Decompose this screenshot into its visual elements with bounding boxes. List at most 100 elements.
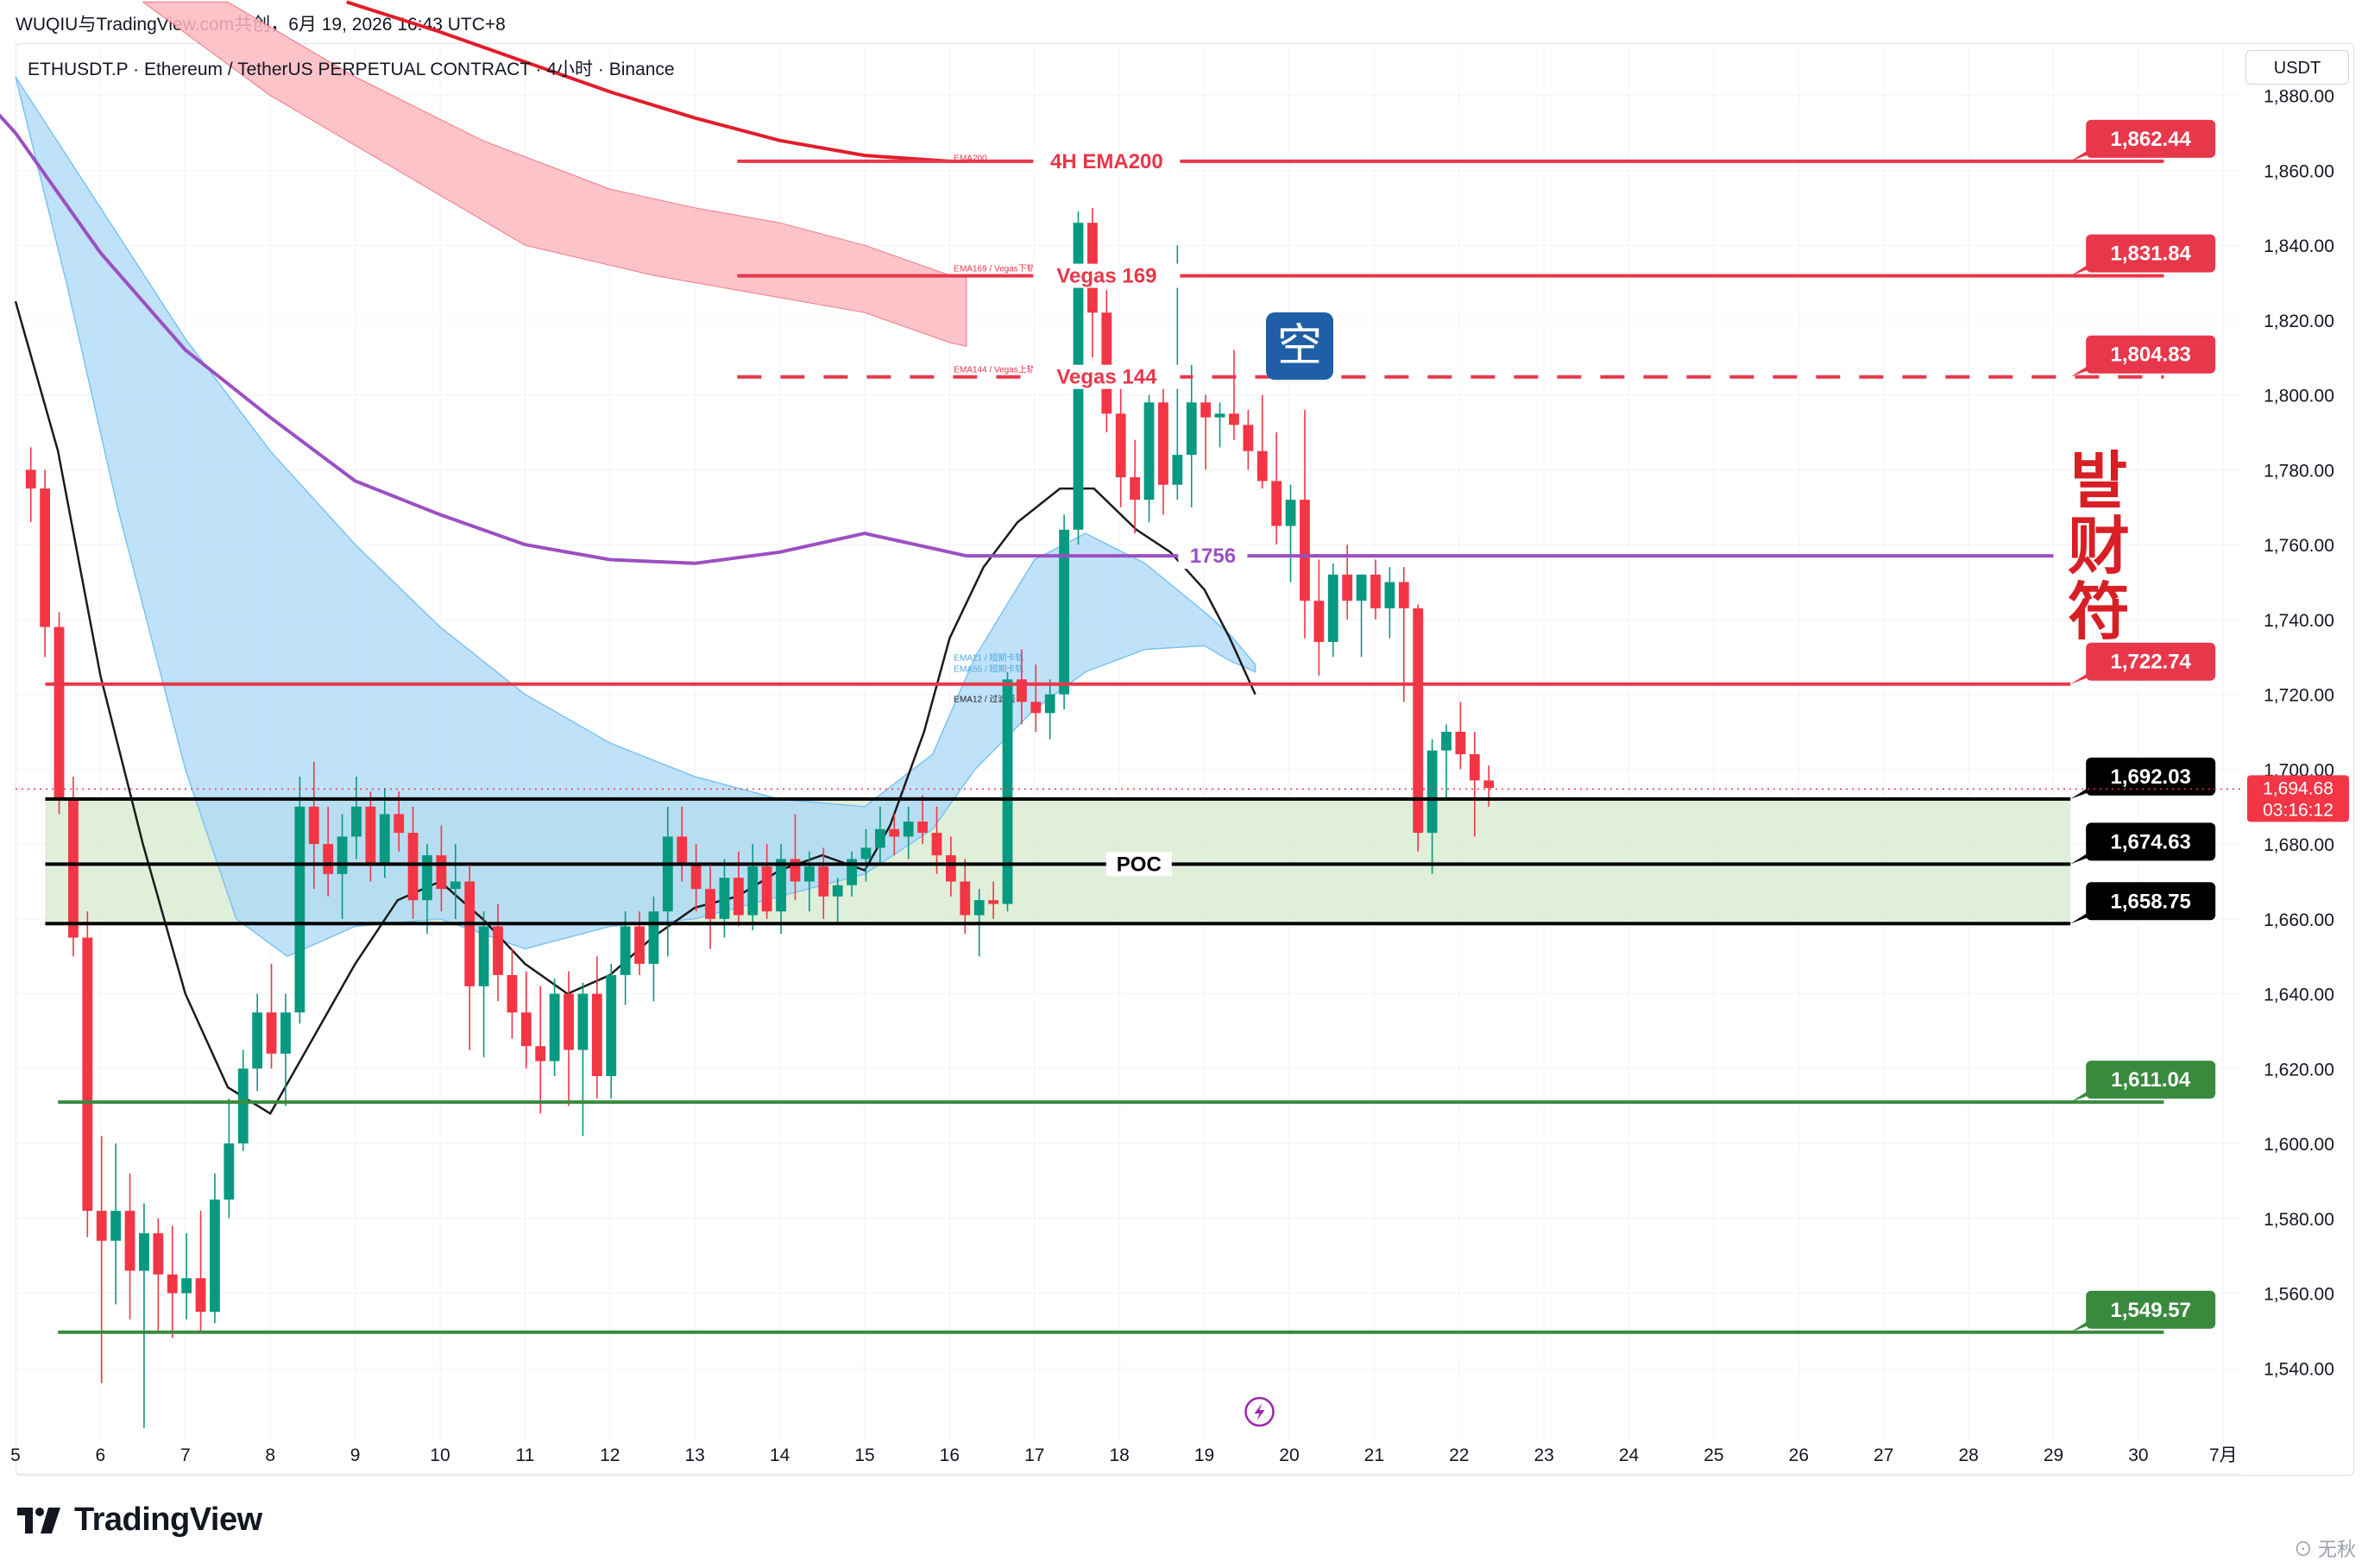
ema-label: EMA144 / Vegas上轨 bbox=[954, 364, 1036, 375]
ema-purple-line bbox=[0, 113, 967, 565]
y-tick-label: 1,540.00 bbox=[2264, 1359, 2334, 1379]
candle-body bbox=[1101, 312, 1112, 414]
candle-body bbox=[266, 1012, 277, 1054]
current-price-tag bbox=[2247, 775, 2349, 822]
candle-body bbox=[25, 469, 36, 489]
candle-body bbox=[308, 806, 319, 845]
candle-body bbox=[54, 627, 65, 800]
x-tick-label: 18 bbox=[1109, 1445, 1129, 1465]
candle-body bbox=[153, 1233, 164, 1275]
ema-label: EMA12 / 过滤线 bbox=[954, 693, 1015, 704]
candle-body bbox=[110, 1211, 122, 1241]
level-name: Vegas 144 bbox=[1056, 366, 1157, 389]
candle-body bbox=[931, 833, 942, 856]
x-tick-label: 13 bbox=[684, 1445, 704, 1465]
candle-body bbox=[96, 1211, 107, 1241]
candle-body bbox=[1469, 754, 1480, 781]
x-tick-label: 6 bbox=[96, 1445, 106, 1465]
x-tick-label: 16 bbox=[940, 1445, 960, 1465]
level-tag-label: 1,658.75 bbox=[2110, 890, 2190, 913]
candle-body bbox=[874, 828, 885, 848]
candle-body bbox=[1455, 731, 1466, 755]
fortune-seal: 발 财 符 bbox=[2035, 430, 2163, 648]
candle-body bbox=[1398, 582, 1409, 608]
candle-body bbox=[1271, 481, 1282, 526]
candle-body bbox=[1130, 477, 1141, 501]
x-tick-label: 12 bbox=[600, 1445, 620, 1465]
candle-body bbox=[450, 881, 461, 890]
currency-selector[interactable]: USDT bbox=[2245, 50, 2349, 85]
candle-body bbox=[535, 1046, 546, 1061]
x-tick-label: 30 bbox=[2128, 1445, 2148, 1465]
candle-body bbox=[1356, 574, 1367, 601]
candle-body bbox=[648, 911, 659, 964]
candle-body bbox=[889, 828, 900, 837]
tradingview-logo[interactable]: TradingView bbox=[17, 1502, 262, 1539]
candle-body bbox=[1413, 608, 1424, 834]
candle-body bbox=[1426, 750, 1438, 834]
countdown-label: 03:16:12 bbox=[2263, 800, 2333, 820]
candle-body bbox=[818, 866, 829, 897]
y-tick-label: 1,560.00 bbox=[2264, 1285, 2334, 1305]
y-tick-label: 1,740.00 bbox=[2264, 611, 2334, 631]
candle-body bbox=[903, 822, 914, 837]
candle-body bbox=[860, 847, 872, 860]
candle-body bbox=[790, 859, 801, 882]
candle-body bbox=[195, 1278, 206, 1313]
fortune-char: 符 bbox=[2067, 575, 2130, 648]
candle-body bbox=[1158, 402, 1168, 485]
brand-name: TradingView bbox=[74, 1502, 262, 1538]
candle-body bbox=[1200, 402, 1212, 418]
level-tag-box bbox=[2086, 642, 2216, 681]
candle-body bbox=[394, 814, 405, 834]
candle-body bbox=[464, 881, 475, 986]
candle-body bbox=[379, 814, 390, 863]
candle-body bbox=[662, 836, 673, 912]
candle-body bbox=[1285, 500, 1296, 526]
candle-body bbox=[1172, 455, 1183, 485]
candle-body bbox=[960, 881, 971, 916]
candle-body bbox=[1441, 731, 1452, 751]
x-tick-label: 15 bbox=[854, 1445, 874, 1465]
y-tick-label: 1,820.00 bbox=[2264, 312, 2334, 331]
y-tick-label: 1,640.00 bbox=[2264, 986, 2334, 1005]
candle-body bbox=[365, 806, 376, 863]
level-name: 4H EMA200 bbox=[1050, 150, 1163, 173]
x-tick-label: 25 bbox=[1704, 1445, 1723, 1465]
candle-body bbox=[988, 900, 999, 904]
short-signal-badge: 空 bbox=[1266, 312, 1333, 380]
candle-body bbox=[1186, 402, 1197, 456]
candle-body bbox=[917, 822, 928, 834]
candle-body bbox=[620, 926, 631, 975]
y-tick-label: 1,840.00 bbox=[2264, 236, 2334, 256]
y-tick-label: 1,620.00 bbox=[2264, 1060, 2334, 1080]
level-tag-label: 1,674.63 bbox=[2110, 830, 2190, 853]
candle-body bbox=[139, 1233, 149, 1271]
fortune-char: 발 bbox=[2069, 444, 2128, 517]
candle-body bbox=[973, 900, 985, 916]
x-tick-label: 23 bbox=[1534, 1445, 1553, 1465]
level-tag-box bbox=[2086, 335, 2216, 374]
x-tick-label: 20 bbox=[1279, 1445, 1299, 1465]
level-tag-box bbox=[2086, 822, 2216, 861]
candle-body bbox=[224, 1143, 235, 1200]
current-price-label: 1,694.68 bbox=[2263, 778, 2333, 798]
x-tick-label: 5 bbox=[10, 1445, 21, 1465]
candle-body bbox=[407, 833, 419, 901]
x-tick-label: 21 bbox=[1364, 1445, 1384, 1465]
candle-body bbox=[776, 859, 786, 912]
x-tick-label: 14 bbox=[770, 1445, 790, 1465]
x-tick-label: 17 bbox=[1024, 1445, 1044, 1465]
symbol-title[interactable]: ETHUSDT.P · Ethereum / TetherUS PERPETUA… bbox=[28, 60, 675, 79]
candle-body bbox=[747, 866, 759, 916]
time-axis: 5 6 7 8 9 10 11 12 13 14 15 16 17 18 19 20 21 22 23 24 25 26 2… bbox=[10, 1396, 2240, 1475]
level-tag-label: 1,611.04 bbox=[2111, 1068, 2191, 1092]
candle-body bbox=[1115, 413, 1126, 478]
level-tag-label: 1,549.57 bbox=[2110, 1299, 2190, 1322]
candle-body bbox=[1300, 500, 1310, 601]
x-tick-label: 9 bbox=[350, 1445, 361, 1465]
candle-body bbox=[351, 806, 362, 837]
level-lines: 4H EMA200 1,862.44 Vegas 169 1,831.84 Vegas … bbox=[16, 119, 2240, 1334]
x-tick-label: 22 bbox=[1449, 1445, 1469, 1465]
